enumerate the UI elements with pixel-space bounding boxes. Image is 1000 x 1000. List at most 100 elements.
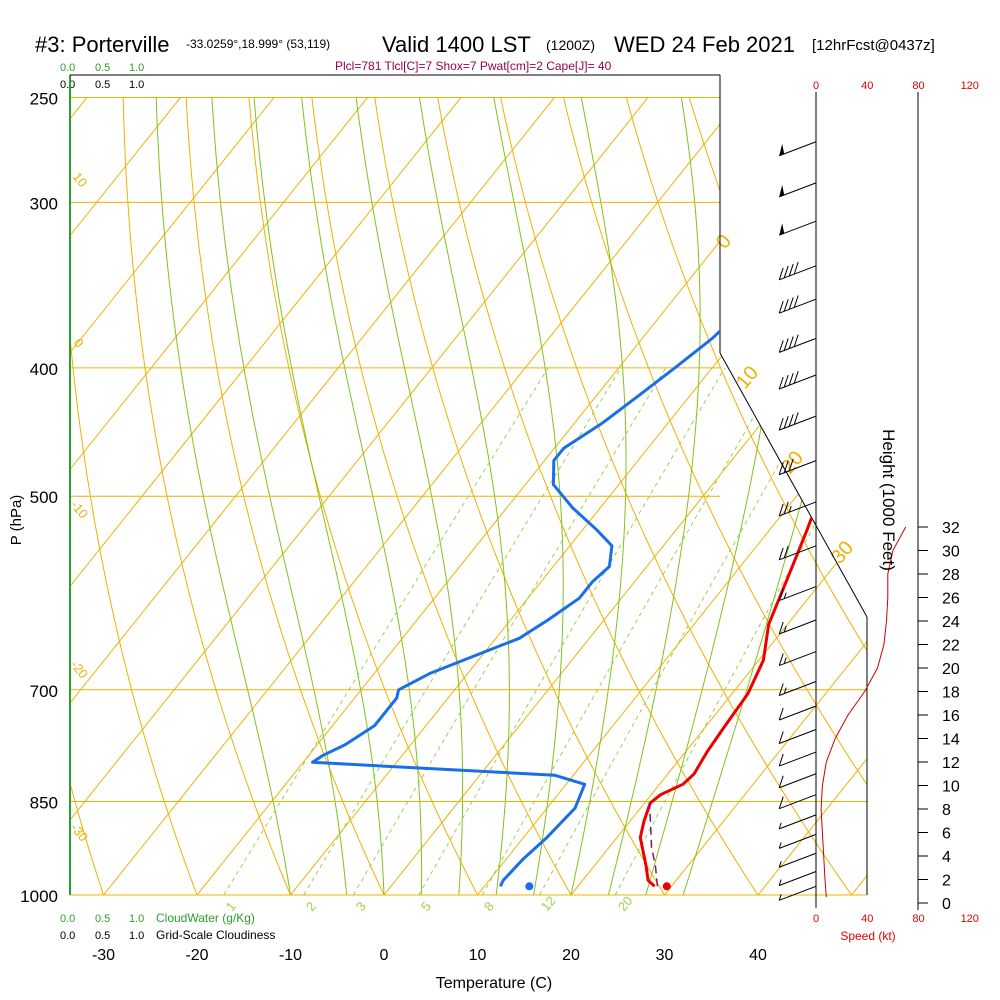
speed-tick-label-top: 80 [912, 80, 924, 92]
wind-barb-full [783, 460, 789, 473]
wind-barb-flag [779, 223, 785, 236]
wind-barb [778, 773, 817, 789]
wind-barb-shaft [779, 415, 817, 431]
height-tick-label: 32 [942, 520, 960, 537]
wind-barb-full [783, 374, 789, 388]
utc-time: (1200Z) [546, 37, 595, 53]
pressure-tick-label: 700 [30, 682, 58, 701]
height-tick-label: 10 [942, 779, 960, 796]
speed-tick-label-bottom: 40 [861, 913, 873, 925]
isotherm-line [757, 97, 867, 895]
wind-barb-full [788, 373, 794, 386]
mixing-ratio-line [418, 367, 726, 895]
wind-barb-full [783, 416, 789, 429]
wind-barb-shaft [779, 265, 817, 281]
wind-barb-shaft [779, 833, 817, 849]
station-coords: -33.0259°,18.999° (53,119) [186, 37, 330, 51]
bottom-black-2: 1.0 [129, 930, 144, 942]
isobars [70, 96, 867, 896]
adiabat-label: -10 [68, 497, 92, 521]
dry-adiabat [248, 97, 478, 895]
top-black-2: 1.0 [129, 79, 144, 91]
wind-barb-full [778, 547, 784, 560]
isotherm-line [70, 97, 181, 895]
moist-adiabat [301, 97, 423, 895]
wind-barb [778, 295, 817, 314]
pressure-tick-label: 400 [30, 360, 58, 379]
forecast-label: [12hrFcst@0437z] [812, 37, 935, 54]
x-axis-title: Temperature (C) [436, 975, 552, 992]
cloudiness-label: Grid-Scale Cloudiness [156, 928, 275, 942]
bottom-black-1: 0.5 [95, 930, 110, 942]
mixing-ratio-label: 3 [353, 899, 369, 914]
adiabat-label: 0 [712, 231, 736, 254]
wind-barb-full [778, 340, 784, 353]
pressure-tick-label: 300 [30, 194, 58, 213]
mixing-ratio-label: 2 [303, 899, 319, 914]
wind-barb-half [783, 625, 787, 633]
wind-barb [778, 545, 817, 561]
moist-adiabat [155, 97, 291, 895]
speed-tick-label-bottom: 120 [961, 913, 979, 925]
isotherm-line [477, 97, 867, 895]
wind-barb-full [778, 462, 784, 475]
speed-tick-label-top: 40 [861, 80, 873, 92]
temperature-tick-label: 10 [469, 947, 487, 964]
wind-barb-half [783, 687, 787, 694]
wind-barb-shaft [779, 619, 817, 635]
wind-barb [778, 885, 817, 901]
height-tick-label: 28 [942, 567, 960, 584]
temperature-tick-label: -30 [92, 947, 115, 964]
height-tick-label: 30 [942, 544, 960, 561]
top-black-1: 0.5 [95, 79, 110, 91]
isotherm-line [664, 97, 867, 895]
adiabat-label: -30 [68, 820, 92, 844]
dry-adiabat [70, 97, 104, 895]
height-tick-label: 26 [942, 591, 960, 608]
moist-adiabat [253, 97, 385, 895]
wind-barb-full [778, 417, 784, 431]
top-black-0: 0.0 [60, 79, 75, 91]
wind-barb-shaft [779, 586, 817, 602]
wind-barb [779, 182, 817, 198]
isotherm-line [70, 97, 275, 895]
pressure-tick-label: 500 [30, 488, 58, 507]
wind-panel: 0246810121416182022242628303200404080801… [778, 80, 979, 925]
height-tick-label: 16 [942, 708, 960, 725]
cloudwater-label: CloudWater (g/Kg) [156, 911, 255, 925]
wind-barb [778, 751, 817, 767]
wind-barb-half [778, 879, 782, 886]
speed-tick-label-top: 120 [961, 80, 979, 92]
dry-adiabat [500, 97, 852, 895]
temperature-tick-label: 0 [380, 947, 389, 964]
wind-barb-shaft [779, 501, 817, 517]
moist-adiabat [570, 97, 627, 895]
wind-barb [778, 334, 817, 353]
wind-barb-half [778, 822, 782, 830]
wind-barb-shaft [779, 794, 817, 810]
bottom-green-0: 0.0 [60, 913, 75, 925]
pressure-tick-label: 250 [30, 89, 58, 108]
dry-adiabat [374, 97, 665, 895]
wind-barb-full [783, 299, 789, 312]
dry-adiabat [70, 97, 198, 895]
speed-tick-label-top: 0 [813, 80, 819, 92]
top-green-1: 0.5 [95, 62, 110, 74]
wind-barb-shaft [779, 681, 817, 696]
isotherm-line [70, 97, 368, 895]
bottom-black-0: 0.0 [60, 930, 75, 942]
wind-barb-half [778, 861, 782, 868]
wind-barb [778, 814, 817, 830]
wind-barb-full [778, 503, 784, 517]
wind-barb [778, 681, 817, 696]
dry-adiabat [122, 97, 291, 895]
wind-barb-shaft [779, 220, 817, 236]
wind-barb-half [778, 842, 782, 849]
bottom-green-1: 0.5 [95, 913, 110, 925]
wind-barb-full [778, 731, 784, 744]
wind-barb-full [783, 265, 789, 279]
wind-barb-full [778, 267, 784, 280]
temperature-tick-label: 30 [656, 947, 674, 964]
wind-speed-profile [820, 526, 907, 898]
